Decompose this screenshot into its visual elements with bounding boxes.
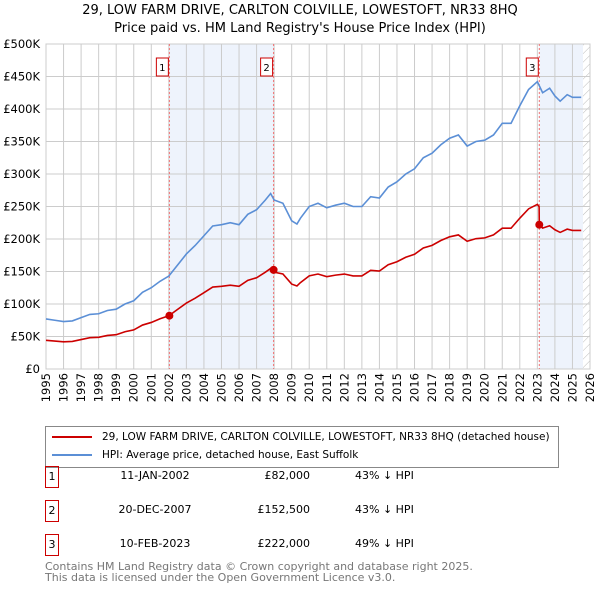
x-tick-label: 2017: [425, 373, 439, 402]
x-tick-label: 2007: [250, 373, 264, 402]
y-tick-label: £100K: [3, 297, 40, 311]
sale-marker: 1: [45, 466, 59, 488]
x-tick-label: 2026: [583, 373, 597, 402]
y-tick-label: £450K: [3, 70, 40, 84]
sale-date: 10-FEB-2023: [119, 537, 191, 550]
y-tick-label: £250K: [3, 200, 40, 214]
legend-property: 29, LOW FARM DRIVE, CARLTON COLVILLE, LO…: [52, 431, 550, 443]
x-tick-label: 2000: [127, 373, 141, 402]
x-tick-label: 2005: [214, 373, 228, 402]
sale-hpi: 49% ↓ HPI: [355, 537, 414, 550]
sale-label-box: [155, 57, 169, 77]
x-tick-label: 1996: [57, 373, 71, 402]
y-tick-label: £300K: [3, 167, 40, 181]
sale-point: [269, 265, 278, 274]
x-tick-label: 2022: [513, 373, 527, 402]
x-tick-label: 2010: [302, 373, 316, 402]
x-tick-label: 2015: [390, 373, 404, 402]
x-tick-label: 1999: [109, 373, 123, 402]
legend-label: 29, LOW FARM DRIVE, CARLTON COLVILLE, LO…: [102, 431, 550, 443]
title-line: 29, LOW FARM DRIVE, CARLTON COLVILLE, LO…: [82, 3, 518, 18]
x-tick-label: 2024: [548, 373, 562, 402]
footer-line: This data is licensed under the Open Gov…: [45, 571, 396, 584]
sale-row: 1 11-JAN-2002 £82,000 43% ↓ HPI: [45, 466, 445, 488]
sale-label: 3: [529, 63, 535, 74]
x-tick-label: 2021: [495, 373, 509, 402]
y-tick-label: £200K: [3, 232, 40, 246]
x-tick-label: 2025: [565, 373, 579, 402]
y-tick-label: £500K: [3, 37, 40, 51]
x-tick-label: 2006: [232, 373, 246, 402]
y-tick-label: £150K: [3, 265, 40, 279]
chart-title: 29, LOW FARM DRIVE, CARLTON COLVILLE, LO…: [0, 2, 600, 38]
sale-label-box: [525, 57, 539, 77]
x-tick-label: 1997: [74, 373, 88, 402]
x-tick-label: 2019: [460, 373, 474, 402]
sale-price: £222,000: [257, 537, 311, 550]
property-line: [45, 203, 582, 343]
legend-swatch-hpi: [52, 454, 92, 456]
x-tick-label: 2014: [372, 373, 386, 402]
sale-marker: 3: [45, 534, 59, 556]
sale-row: 2 20-DEC-2007 £152,500 43% ↓ HPI: [45, 500, 445, 522]
x-tick-label: 2004: [197, 373, 211, 402]
sale-marker: 2: [45, 500, 59, 522]
y-tick-label: £50K: [11, 330, 41, 344]
sale-label: 1: [159, 63, 165, 74]
sale-price: £82,000: [264, 469, 311, 482]
x-tick-label: 2016: [408, 373, 422, 402]
footer: Contains HM Land Registry data © Crown c…: [45, 561, 473, 583]
x-tick-label: 2008: [267, 373, 281, 402]
sale-date: 20-DEC-2007: [118, 503, 192, 516]
legend-label: HPI: Average price, detached house, East…: [102, 449, 359, 461]
legend: 29, LOW FARM DRIVE, CARLTON COLVILLE, LO…: [45, 426, 559, 468]
y-tick-label: £350K: [3, 135, 40, 149]
sale-label-box: [260, 57, 274, 77]
sale-label: 2: [263, 63, 269, 74]
x-tick-label: 1998: [92, 373, 106, 402]
subtitle-line: Price paid vs. HM Land Registry's House …: [114, 21, 486, 36]
x-tick-label: 2013: [355, 373, 369, 402]
sale-point: [535, 220, 544, 229]
x-tick-label: 2023: [530, 373, 544, 402]
x-tick-label: 2012: [337, 373, 351, 402]
sale-hpi: 43% ↓ HPI: [355, 469, 414, 482]
price-chart: £0 £50K £100K £150K £200K £250K £300K £350K £400…: [3, 37, 597, 402]
x-tick-label: 2001: [144, 373, 158, 402]
x-tick-label: 1995: [39, 373, 53, 402]
plot-frame: [45, 43, 591, 370]
sale-date: 11-JAN-2002: [120, 469, 190, 482]
y-tick-label: £0: [25, 362, 40, 376]
x-tick-label: 2009: [285, 373, 299, 402]
legend-swatch-property: [52, 436, 92, 438]
sale-row: 3 10-FEB-2023 £222,000 49% ↓ HPI: [45, 534, 445, 556]
footer-line: Contains HM Land Registry data © Crown c…: [45, 560, 473, 573]
sale-hpi: 43% ↓ HPI: [355, 503, 414, 516]
x-tick-label: 2002: [162, 373, 176, 402]
sale-point: [165, 311, 174, 320]
y-tick-label: £400K: [3, 102, 40, 116]
sale-price: £152,500: [257, 503, 311, 516]
x-tick-label: 2018: [443, 373, 457, 402]
hpi-line: [45, 80, 582, 323]
legend-hpi: HPI: Average price, detached house, East…: [52, 449, 358, 461]
x-tick-label: 2003: [179, 373, 193, 402]
x-tick-label: 2011: [320, 373, 334, 402]
x-tick-label: 2020: [478, 373, 492, 402]
